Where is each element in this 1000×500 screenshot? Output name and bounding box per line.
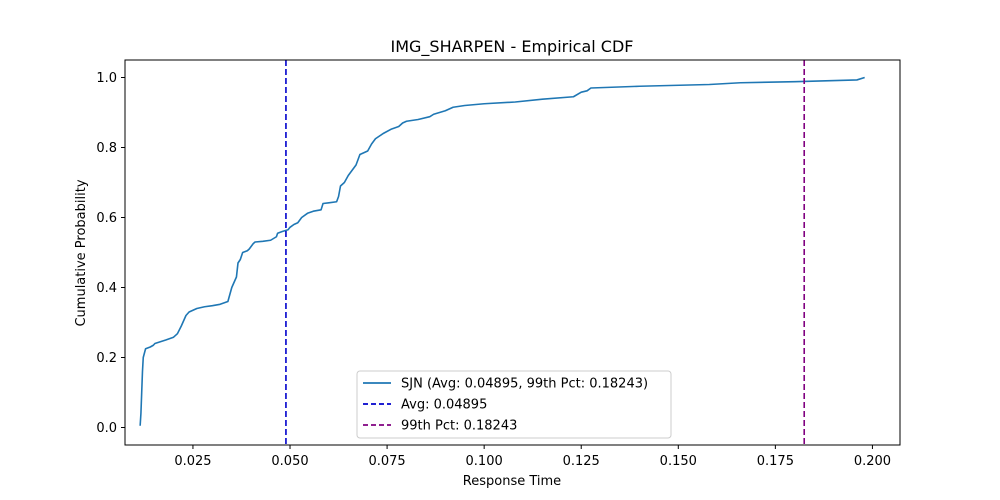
y-tick-label: 0.2 [96, 351, 117, 366]
legend-label-2: 99th Pct: 0.18243 [401, 419, 517, 434]
x-tick-label: 0.150 [660, 454, 697, 469]
axes-frame [124, 59, 901, 446]
legend: SJN (Avg: 0.04895, 99th Pct: 0.18243) Avg… [356, 370, 672, 439]
legend-label-1: Avg: 0.04895 [401, 398, 487, 413]
x-tick-label: 0.075 [368, 454, 405, 469]
y-tick-label: 0.6 [96, 211, 117, 226]
x-tick-label: 0.050 [271, 454, 308, 469]
x-tick-label: 0.025 [174, 454, 211, 469]
y-axis-title: Cumulative Probability [74, 179, 89, 326]
plot-area: 0.025 0.050 0.075 0.100 0.125 0.150 0.175 0.200… [96, 59, 901, 469]
y-tick-label: 0.0 [96, 421, 117, 436]
x-tick-label: 0.175 [757, 454, 794, 469]
x-tick-label: 0.125 [563, 454, 600, 469]
x-axis-title: Response Time [463, 474, 561, 489]
legend-label-0: SJN (Avg: 0.04895, 99th Pct: 0.18243) [401, 377, 648, 392]
chart-title: IMG_SHARPEN - Empirical CDF [391, 37, 634, 57]
y-tick-label: 1.0 [96, 71, 117, 86]
legend-box [356, 370, 672, 439]
y-tick-label: 0.4 [96, 281, 117, 296]
y-tick-label: 0.8 [96, 141, 117, 156]
cdf-series-line-0 [139, 76, 865, 426]
x-tick-label: 0.100 [466, 454, 503, 469]
x-tick-label: 0.200 [854, 454, 891, 469]
